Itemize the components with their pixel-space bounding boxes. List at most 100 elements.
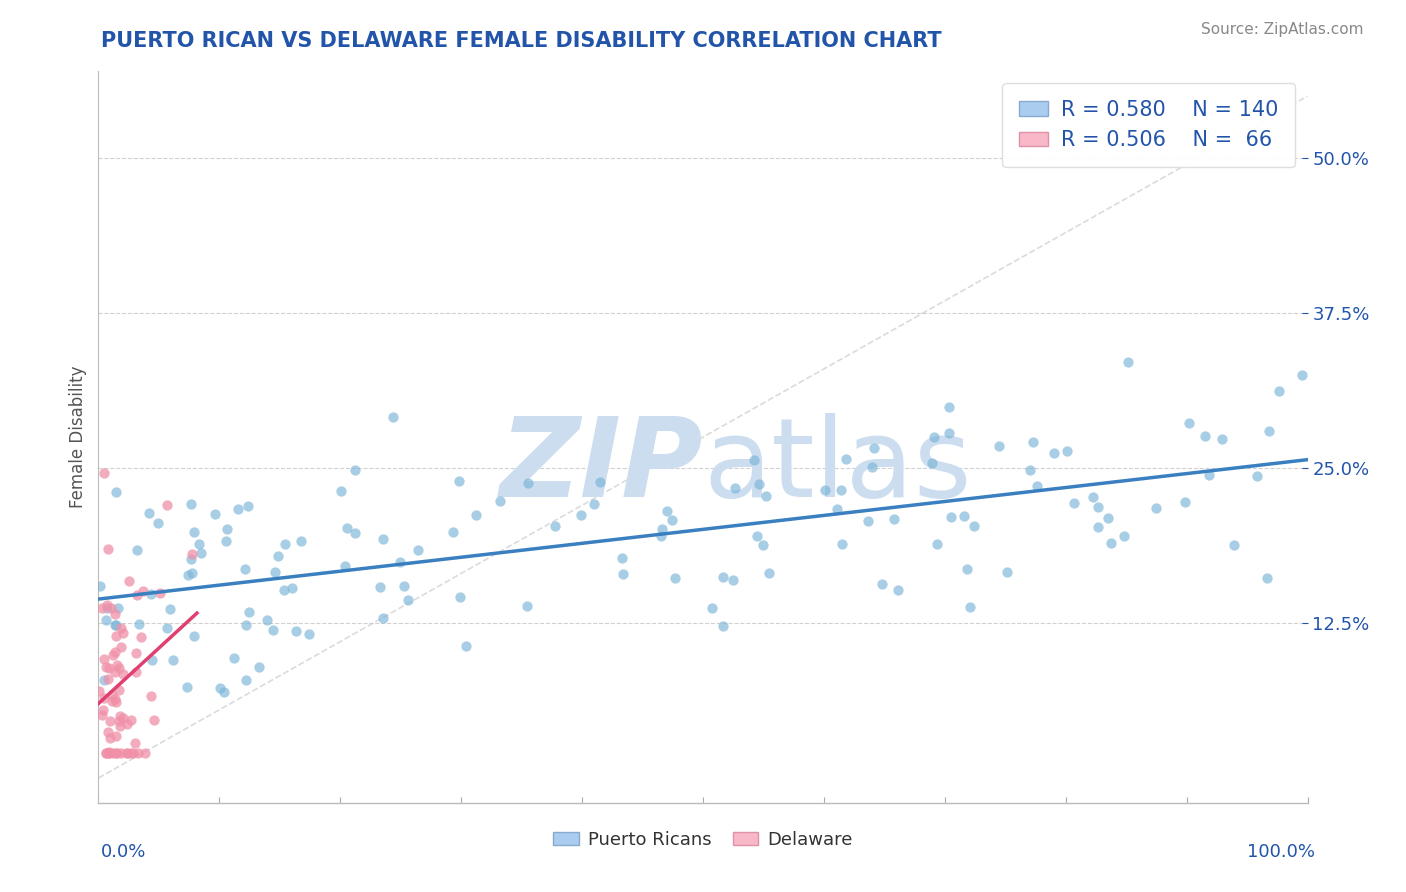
Point xyxy=(162,653,184,667)
Point xyxy=(118,574,141,588)
Point xyxy=(141,587,163,601)
Point xyxy=(134,746,156,760)
Point xyxy=(1087,520,1109,534)
Point xyxy=(862,460,884,475)
Point xyxy=(108,714,131,728)
Point xyxy=(233,562,256,576)
Point xyxy=(745,529,768,543)
Point xyxy=(1144,500,1167,515)
Point xyxy=(176,681,198,695)
Point xyxy=(97,746,120,760)
Point xyxy=(262,623,284,637)
Point xyxy=(235,618,257,632)
Text: atlas: atlas xyxy=(703,413,972,520)
Point xyxy=(661,513,683,527)
Point xyxy=(941,510,963,524)
Point xyxy=(120,746,142,760)
Point xyxy=(97,672,120,686)
Point xyxy=(748,477,770,491)
Point xyxy=(273,582,295,597)
Point xyxy=(863,441,886,455)
Point xyxy=(93,466,115,480)
Point xyxy=(1246,469,1268,483)
Point xyxy=(101,688,124,702)
Point xyxy=(124,736,146,750)
Point xyxy=(89,579,111,593)
Point xyxy=(105,746,128,760)
Point xyxy=(222,650,245,665)
Point xyxy=(104,692,127,706)
Point xyxy=(159,602,181,616)
Point xyxy=(127,746,149,760)
Point xyxy=(1063,496,1085,510)
Point xyxy=(388,555,411,569)
Point xyxy=(938,426,960,441)
Point xyxy=(98,731,121,745)
Point xyxy=(1223,538,1246,552)
Point xyxy=(721,573,744,587)
Point xyxy=(406,543,429,558)
Point xyxy=(188,537,211,551)
Point xyxy=(125,543,148,558)
Point xyxy=(104,665,127,679)
Point xyxy=(610,551,633,566)
Point xyxy=(544,518,567,533)
Point xyxy=(1087,500,1109,514)
Point xyxy=(1116,355,1139,369)
Point xyxy=(834,452,856,467)
Point xyxy=(742,452,765,467)
Text: Source: ZipAtlas.com: Source: ZipAtlas.com xyxy=(1201,22,1364,37)
Point xyxy=(883,512,905,526)
Point xyxy=(922,430,945,444)
Point xyxy=(488,494,510,508)
Point xyxy=(655,504,678,518)
Point xyxy=(235,673,257,688)
Point xyxy=(887,582,910,597)
Point xyxy=(396,593,419,607)
Point xyxy=(96,614,118,628)
Point xyxy=(298,627,321,641)
Point xyxy=(664,571,686,585)
Point xyxy=(93,690,115,705)
Point xyxy=(1211,432,1233,446)
Point xyxy=(98,714,121,729)
Point xyxy=(1026,479,1049,493)
Point xyxy=(583,497,606,511)
Point xyxy=(589,475,612,489)
Point xyxy=(104,607,127,621)
Point xyxy=(108,719,131,733)
Point xyxy=(181,547,204,561)
Point xyxy=(454,639,477,653)
Point xyxy=(465,508,488,523)
Point xyxy=(856,514,879,528)
Point xyxy=(1043,445,1066,459)
Point xyxy=(1291,368,1313,383)
Point xyxy=(94,660,117,674)
Point xyxy=(274,536,297,550)
Point xyxy=(995,565,1018,579)
Point xyxy=(209,681,232,695)
Point xyxy=(104,618,127,632)
Point xyxy=(93,673,115,687)
Point xyxy=(938,400,960,414)
Point xyxy=(90,707,112,722)
Point xyxy=(94,746,117,760)
Point xyxy=(104,695,127,709)
Point xyxy=(91,703,114,717)
Point xyxy=(100,694,122,708)
Point xyxy=(267,549,290,563)
Point xyxy=(1081,490,1104,504)
Point xyxy=(1018,463,1040,477)
Point xyxy=(141,653,163,667)
Point xyxy=(104,645,127,659)
Point xyxy=(111,710,134,724)
Point xyxy=(264,566,287,580)
Point xyxy=(382,409,405,424)
Point xyxy=(1194,429,1216,443)
Point xyxy=(256,613,278,627)
Point xyxy=(870,577,893,591)
Point xyxy=(449,590,471,604)
Point xyxy=(333,559,356,574)
Point xyxy=(104,485,127,500)
Point xyxy=(129,631,152,645)
